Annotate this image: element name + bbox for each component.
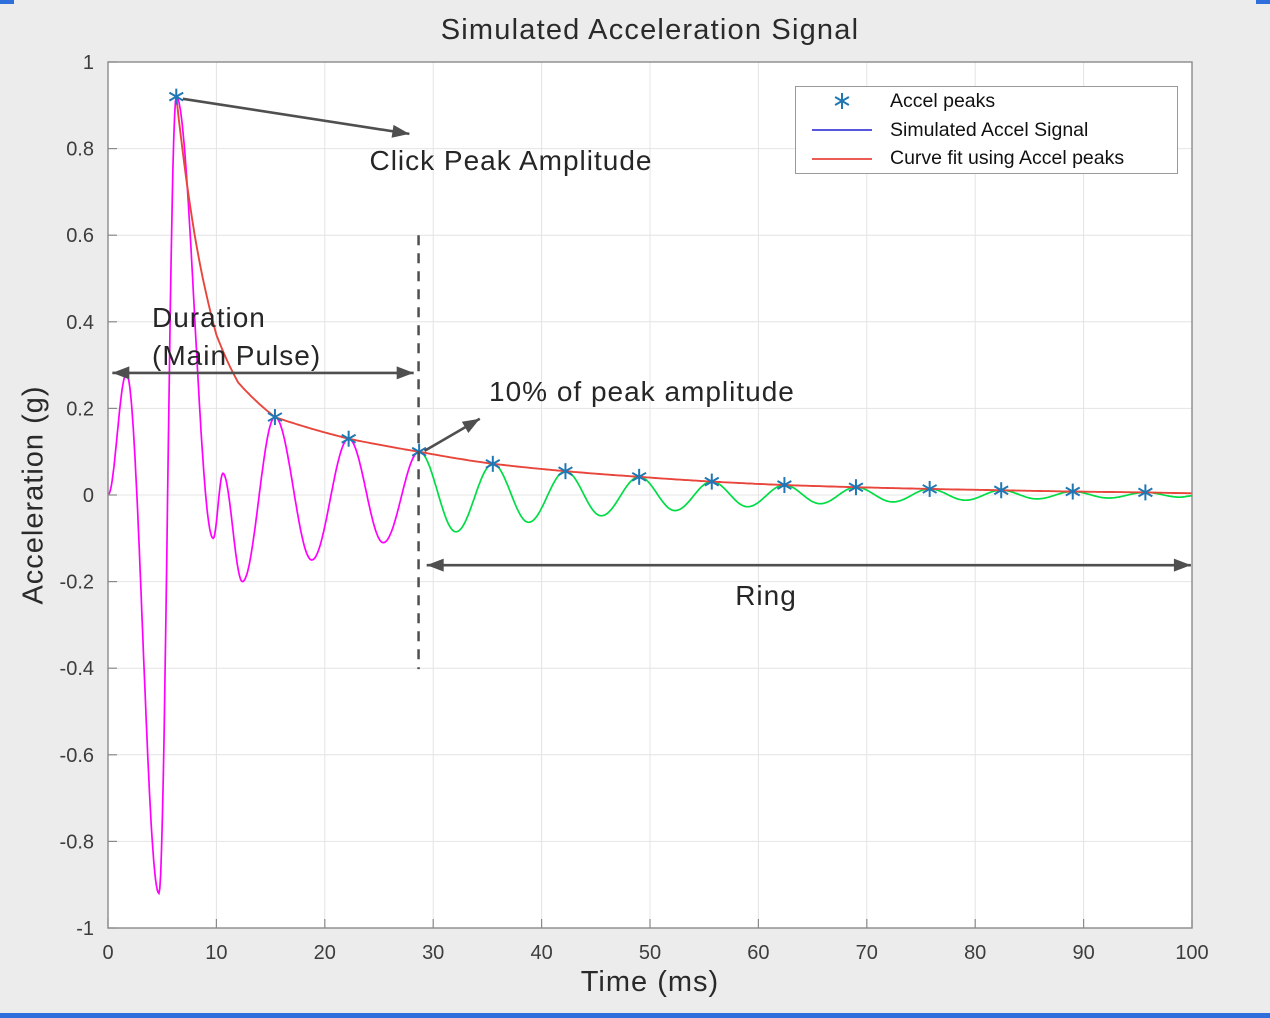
- x-tick-label: 100: [1175, 942, 1208, 964]
- x-axis-label: Time (ms): [580, 966, 720, 998]
- y-tick-label: -0.6: [60, 745, 94, 767]
- x-tick-label: 40: [530, 942, 552, 964]
- x-tick-label: 0: [102, 942, 113, 964]
- y-tick-label: 0.8: [66, 139, 94, 161]
- signal-ring: [418, 450, 1192, 533]
- y-tick-label: 0.2: [66, 398, 94, 420]
- y-tick-label: -1: [76, 918, 94, 940]
- curve-fit-line-icon: [812, 157, 872, 160]
- x-tick-label: 60: [747, 942, 769, 964]
- x-tick-label: 50: [639, 942, 661, 964]
- y-tick-label: 0: [83, 485, 94, 507]
- legend-row-signal: Simulated Accel Signal: [796, 116, 1177, 145]
- annotation-ten-percent-of-peak: 10% of peak amplitude: [489, 376, 795, 407]
- annotation-click-peak-amplitude: Click Peak Amplitude: [369, 145, 653, 176]
- signal-line-icon: [812, 129, 872, 131]
- legend-label-curve-fit: Curve fit using Accel peaks: [890, 147, 1125, 170]
- legend-row-accel-peaks: Accel peaks: [796, 87, 1177, 116]
- y-tick-label: 0.6: [66, 225, 94, 247]
- y-tick-label: 0.4: [66, 312, 94, 334]
- x-tick-labels: 0 10 20 30 40 50 60 70 80 90 100: [102, 942, 1208, 964]
- y-axis-label: Acceleration (g): [17, 385, 50, 605]
- x-tick-label: 20: [314, 942, 336, 964]
- x-tick-label: 90: [1072, 942, 1094, 964]
- y-tick-label: -0.4: [60, 658, 94, 680]
- legend-label-signal: Simulated Accel Signal: [890, 118, 1089, 141]
- arrow-ten-percent: [423, 417, 481, 452]
- signal-main-pulse: [107, 95, 420, 896]
- chart-title: Simulated Acceleration Signal: [440, 14, 860, 46]
- arrow-duration: [112, 366, 414, 380]
- annotation-ring: Ring: [735, 580, 797, 611]
- x-tick-label: 10: [205, 942, 227, 964]
- accel-peaks-marker-icon: [834, 93, 850, 110]
- window-corner-decoration: [1256, 0, 1270, 4]
- legend-label-accel-peaks: Accel peaks: [890, 89, 996, 112]
- x-tick-label: 30: [422, 942, 444, 964]
- peak-markers: [168, 88, 1153, 501]
- curve-fit-line: [175, 96, 1193, 495]
- arrow-ring: [426, 558, 1191, 572]
- x-tick-label: 80: [964, 942, 986, 964]
- x-tick-label: 70: [856, 942, 878, 964]
- arrow-click-peak: [182, 97, 410, 138]
- tick-marks: [107, 61, 1193, 929]
- window-edge-bar: [0, 1013, 1270, 1018]
- y-tick-label: 1: [83, 52, 94, 74]
- window-corner-decoration: [0, 0, 14, 4]
- annotation-duration-main-pulse: Duration (Main Pulse): [152, 299, 321, 375]
- annotation-duration-line2: (Main Pulse): [152, 340, 322, 371]
- grid: [108, 62, 1192, 928]
- legend: Accel peaks Simulated Accel Signal Curve…: [795, 86, 1178, 174]
- y-tick-label: -0.2: [60, 572, 94, 594]
- legend-row-curve-fit: Curve fit using Accel peaks: [796, 144, 1177, 173]
- annotation-duration-line1: Duration: [152, 302, 266, 333]
- y-tick-labels: -1 -0.8 -0.6 -0.4 -0.2 0 0.2 0.4 0.6 0.8 1: [60, 52, 94, 940]
- y-tick-label: -0.8: [60, 831, 94, 853]
